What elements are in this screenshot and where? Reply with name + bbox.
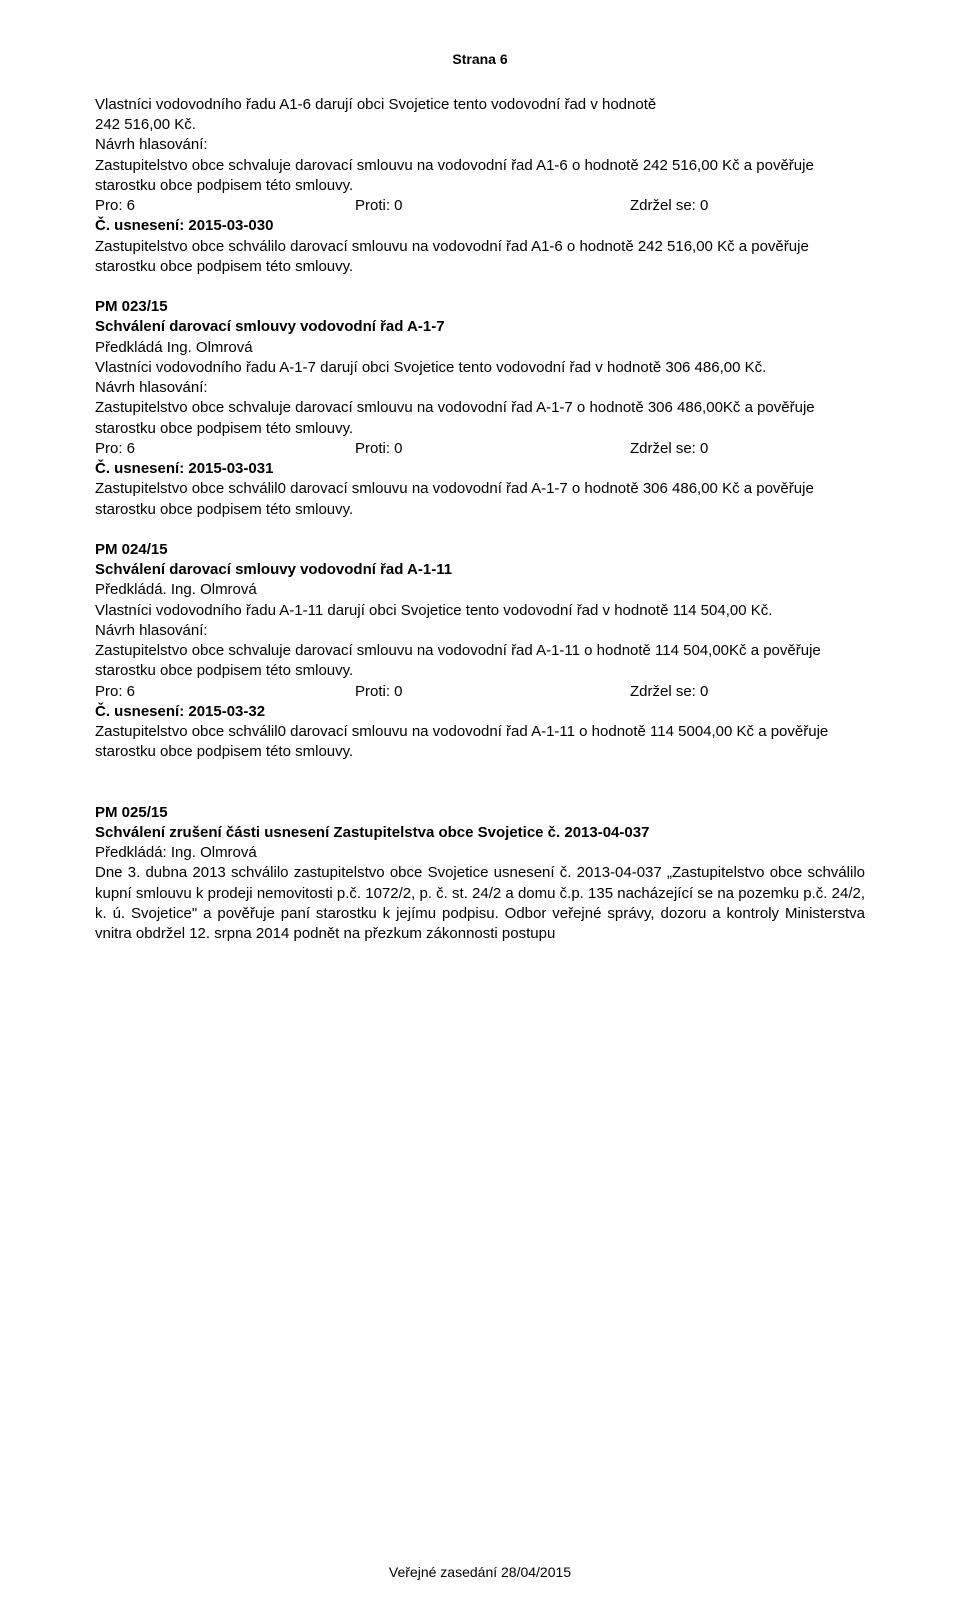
navrh-label: Návrh hlasování: (95, 135, 865, 155)
section-title: Schválení darovací smlouvy vodovodní řad… (95, 560, 865, 580)
vote-zdrzel: Zdržel se: 0 (630, 682, 708, 702)
schvaluje-text: Zastupitelstvo obce schvaluje darovací s… (95, 156, 865, 197)
page-footer: Veřejné zasedání 28/04/2015 (0, 1563, 960, 1582)
schvalilo-text: Zastupitelstvo obce schválilo darovací s… (95, 237, 865, 278)
intro-text: Vlastníci vodovodního řadu A-1-11 darují… (95, 601, 865, 621)
predklada-line: Předkládá: Ing. Olmrová (95, 843, 865, 863)
predklada-line: Předkládá Ing. Olmrová (95, 338, 865, 358)
vote-line: Pro: 6 Proti: 0 Zdržel se: 0 (95, 439, 865, 459)
pm-number: PM 023/15 (95, 297, 865, 317)
section-title: Schválení zrušení části usnesení Zastupi… (95, 823, 865, 843)
intro-line-b: 242 516,00 Kč. (95, 115, 865, 135)
vote-pro: Pro: 6 (95, 439, 355, 459)
navrh-label: Návrh hlasování: (95, 621, 865, 641)
predklada-line: Předkládá. Ing. Olmrová (95, 580, 865, 600)
section-pm023: PM 023/15 Schválení darovací smlouvy vod… (95, 297, 865, 520)
vote-pro: Pro: 6 (95, 196, 355, 216)
pm-number: PM 025/15 (95, 803, 865, 823)
vote-zdrzel: Zdržel se: 0 (630, 196, 708, 216)
schvaluje-text: Zastupitelstvo obce schvaluje darovací s… (95, 641, 865, 682)
usneseni-number: Č. usnesení: 2015-03-031 (95, 459, 865, 479)
body-text: Dne 3. dubna 2013 schválilo zastupitelst… (95, 863, 865, 944)
intro-text: Vlastníci vodovodního řadu A-1-7 darují … (95, 358, 865, 378)
navrh-label: Návrh hlasování: (95, 378, 865, 398)
vote-proti: Proti: 0 (355, 439, 630, 459)
vote-zdrzel: Zdržel se: 0 (630, 439, 708, 459)
section-pm025: PM 025/15 Schválení zrušení části usnese… (95, 803, 865, 945)
usneseni-number: Č. usnesení: 2015-03-030 (95, 216, 865, 236)
vote-proti: Proti: 0 (355, 196, 630, 216)
intro-line-a: Vlastníci vodovodního řadu A1-6 darují o… (95, 95, 865, 115)
section-title: Schválení darovací smlouvy vodovodní řad… (95, 317, 865, 337)
page-header: Strana 6 (95, 50, 865, 69)
vote-proti: Proti: 0 (355, 682, 630, 702)
pm-number: PM 024/15 (95, 540, 865, 560)
vote-line: Pro: 6 Proti: 0 Zdržel se: 0 (95, 196, 865, 216)
vote-line: Pro: 6 Proti: 0 Zdržel se: 0 (95, 682, 865, 702)
schvaluje-text: Zastupitelstvo obce schvaluje darovací s… (95, 398, 865, 439)
vote-pro: Pro: 6 (95, 682, 355, 702)
section-a1-6: Vlastníci vodovodního řadu A1-6 darují o… (95, 95, 865, 277)
section-pm024: PM 024/15 Schválení darovací smlouvy vod… (95, 540, 865, 763)
usneseni-number: Č. usnesení: 2015-03-32 (95, 702, 865, 722)
schvalilo-text: Zastupitelstvo obce schválil0 darovací s… (95, 479, 865, 520)
schvalilo-text: Zastupitelstvo obce schválil0 darovací s… (95, 722, 865, 763)
